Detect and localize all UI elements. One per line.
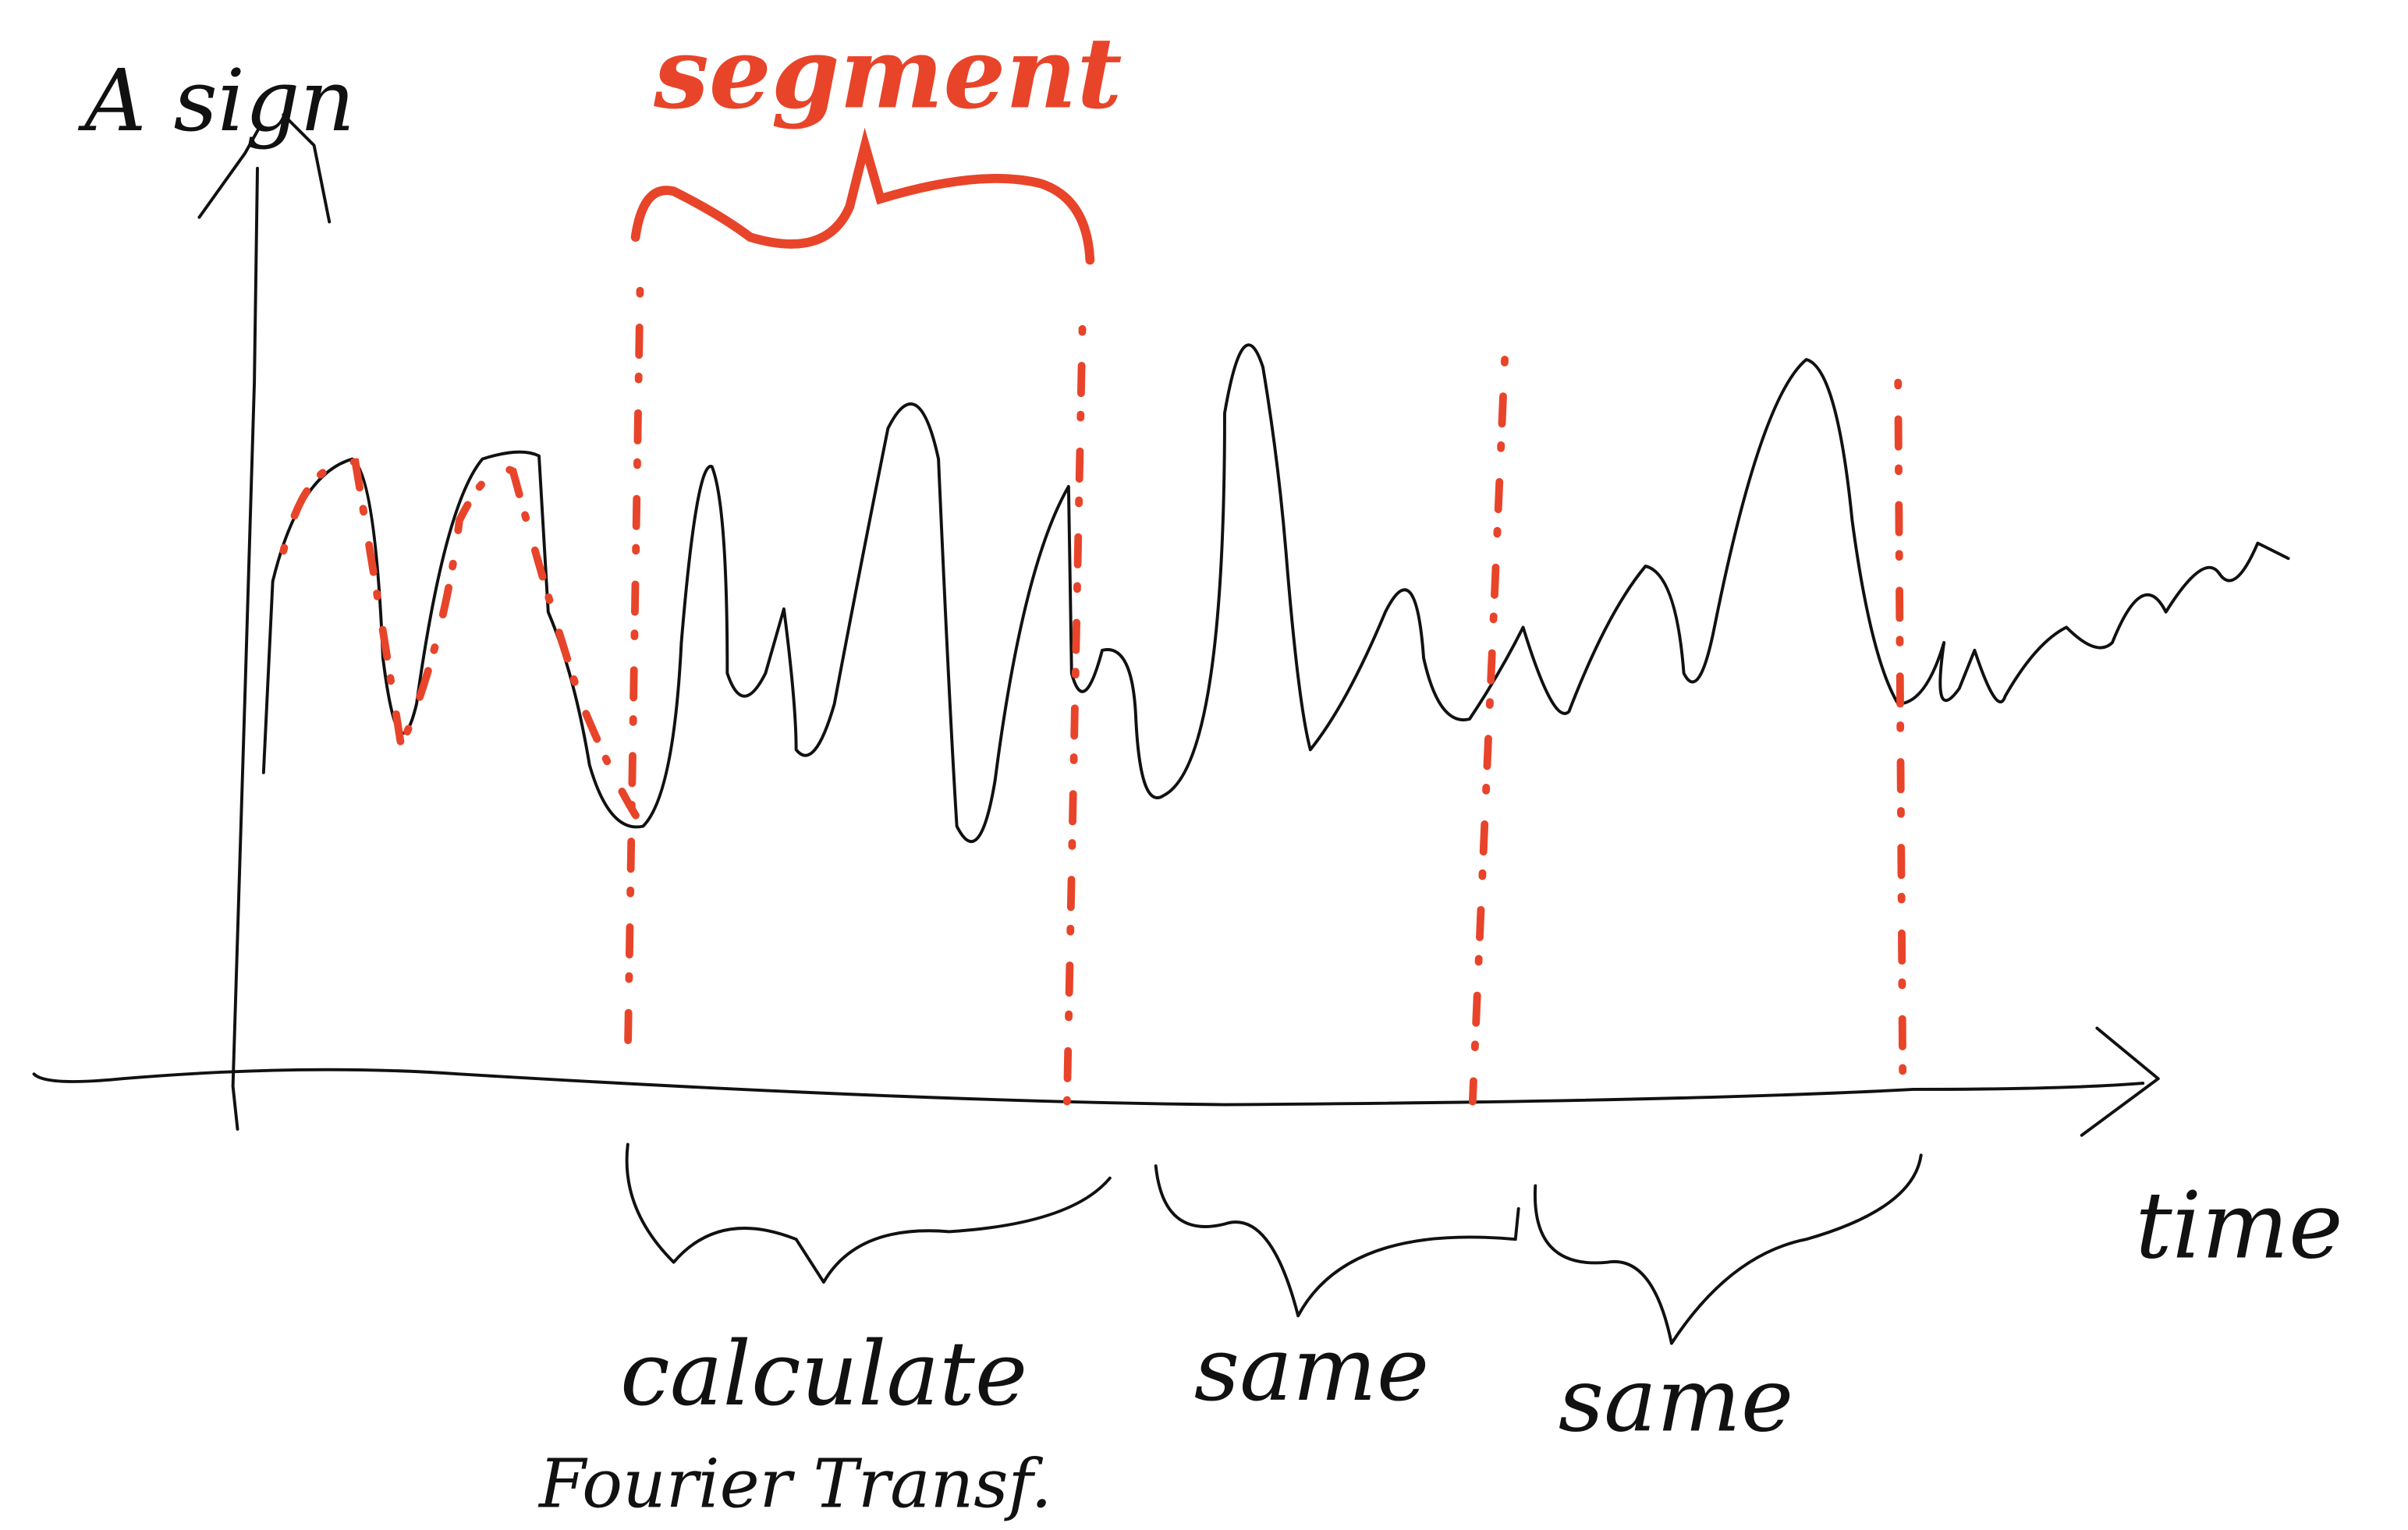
x-axis [32, 1026, 2160, 1137]
segment-divider [1468, 356, 1509, 1106]
brace-label: same [1194, 1317, 1429, 1421]
x-axis-label: time [2135, 1173, 2342, 1280]
traced-dots [279, 458, 647, 831]
y-axis-label: A sign [77, 51, 355, 151]
brace [1154, 1164, 1520, 1318]
segment-label: segment [653, 15, 1122, 130]
segment-brace [630, 127, 1095, 265]
brace-label: calculate [620, 1322, 1027, 1426]
brace-sublabel: Fourier Transf. [537, 1446, 1052, 1524]
segment-divider [623, 286, 644, 1060]
brace [1534, 1153, 1923, 1345]
brace [625, 1142, 1112, 1284]
brace-label: same [1559, 1348, 1793, 1451]
segment-divider [1894, 378, 1907, 1075]
segment-divider [1062, 324, 1087, 1106]
signal-curve [261, 343, 2290, 843]
y-axis [197, 113, 332, 1131]
